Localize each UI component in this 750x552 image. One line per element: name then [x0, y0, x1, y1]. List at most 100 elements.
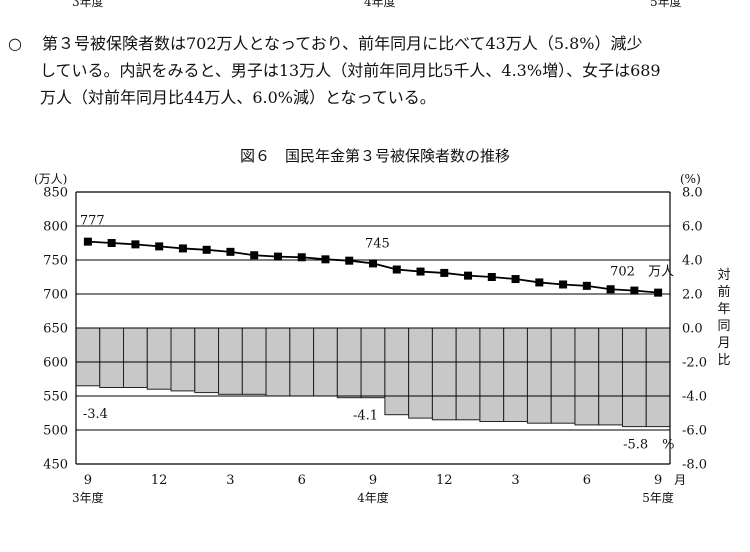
right-axis-label-char: 年: [717, 302, 730, 317]
x-tick-label: 6: [583, 473, 591, 488]
rate-bar: [218, 327, 243, 395]
rate-bar: [598, 327, 623, 426]
left-tick-label: 650: [43, 322, 68, 337]
rate-bar: [645, 327, 671, 428]
left-tick-label: 600: [43, 356, 68, 371]
x-year-label: 4年度: [357, 490, 389, 505]
population-marker: [297, 253, 306, 262]
annotation-mid-rate: -4.1: [353, 409, 378, 424]
rate-bar: [241, 327, 267, 395]
annotation-last-rate-unit: %: [662, 438, 674, 453]
population-marker: [226, 247, 235, 256]
rate-bar: [503, 327, 528, 422]
rate-bar: [526, 327, 552, 424]
bullet-circle-icon: ○: [8, 34, 22, 53]
population-marker: [559, 280, 568, 289]
x-tick-label: 12: [436, 473, 453, 488]
rate-bar: [408, 327, 433, 419]
rate-bar: [479, 327, 505, 422]
left-tick-label: 800: [43, 220, 68, 235]
population-marker: [369, 259, 377, 268]
annotation-mid-value: 745: [365, 236, 390, 251]
right-axis-label-char: 比: [717, 353, 730, 368]
x-tick-label: 9: [369, 473, 377, 488]
summary-paragraph: ○ 第３号被保険者数は702万人となっており、前年同月に比べて43万人（5.8%）…: [8, 30, 750, 111]
rate-bar: [431, 327, 457, 421]
rate-bar: [170, 327, 196, 392]
population-marker: [83, 237, 92, 246]
rate-bar: [146, 327, 172, 390]
population-marker: [464, 271, 473, 280]
paragraph-text-2: している。内訳をみると、男子は13万人（対前年同月比5千人、4.3%増）、女子は…: [40, 61, 661, 80]
rate-bar: [550, 327, 576, 424]
population-marker: [250, 251, 259, 260]
right-axis-unit: (%): [680, 172, 701, 186]
left-tick-label: 750: [43, 254, 68, 269]
cut-year-label-3: 5年度: [650, 0, 682, 9]
annotation-last-unit: 万人: [648, 265, 674, 280]
x-year-label: 5年度: [642, 490, 674, 505]
population-marker: [416, 267, 425, 276]
x-year-label: 3年度: [72, 490, 104, 505]
x-tick-label: 9: [84, 473, 92, 488]
right-tick-label: 4.0: [682, 254, 703, 269]
rate-bar: [455, 327, 481, 421]
right-axis-label-char: 対: [717, 268, 730, 283]
right-axis-label-char: 前: [717, 284, 730, 300]
right-tick-label: -6.0: [682, 424, 707, 439]
population-marker: [107, 239, 116, 247]
population-marker: [487, 273, 496, 281]
x-month-unit: 月: [674, 473, 686, 487]
left-tick-label: 500: [43, 424, 68, 439]
rate-bar: [194, 327, 220, 394]
population-marker: [273, 252, 282, 261]
rate-bar: [621, 327, 647, 428]
left-tick-label: 550: [43, 390, 68, 405]
x-tick-label: 9: [654, 473, 662, 488]
population-marker: [582, 281, 591, 290]
left-tick-label: 700: [43, 288, 68, 303]
rate-bar: [123, 327, 148, 388]
x-tick-label: 3: [511, 473, 519, 488]
rate-bar: [75, 327, 101, 387]
annotation-first-value: 777: [80, 214, 105, 229]
paragraph-text-3: 万人（対前年同月比44万人、6.0%減）となっている。: [40, 88, 436, 107]
rate-bar: [574, 327, 600, 426]
rate-bar: [360, 327, 386, 399]
population-marker: [131, 240, 140, 249]
right-tick-label: -4.0: [682, 390, 707, 405]
x-tick-label: 6: [298, 473, 306, 488]
population-marker: [535, 278, 544, 287]
population-marker: [511, 275, 520, 284]
annotation-first-rate: -3.4: [83, 407, 108, 422]
population-marker: [155, 242, 164, 251]
rate-bar: [99, 327, 125, 388]
x-tick-label: 3: [226, 473, 234, 488]
paragraph-line-3: 万人（対前年同月比44万人、6.0%減）となっている。: [8, 84, 750, 111]
paragraph-line-1: ○ 第３号被保険者数は702万人となっており、前年同月に比べて43万人（5.8%）…: [8, 30, 750, 57]
right-tick-label: 0.0: [682, 322, 703, 337]
left-tick-label: 850: [43, 186, 68, 201]
population-marker: [606, 285, 615, 294]
population-marker: [630, 286, 639, 295]
left-axis-unit: (万人): [34, 172, 67, 186]
population-marker: [654, 288, 663, 297]
paragraph-line-2: している。内訳をみると、男子は13万人（対前年同月比5千人、4.3%増）、女子は…: [8, 57, 750, 84]
right-axis-label-char: 月: [717, 336, 730, 351]
right-axis-label-char: 同: [717, 319, 730, 334]
annotation-last-value: 702: [610, 265, 635, 280]
population-marker: [178, 244, 187, 253]
annotation-last-rate: -5.8: [623, 438, 648, 453]
left-tick-label: 450: [43, 458, 68, 473]
population-marker: [440, 268, 449, 277]
figure-title: 図６ 国民年金第３号被保険者数の推移: [239, 147, 510, 165]
rate-bar: [336, 327, 362, 399]
cut-year-label-1: 3年度: [72, 0, 104, 9]
x-tick-label: 12: [151, 473, 168, 488]
population-marker: [321, 255, 330, 264]
right-tick-label: -8.0: [682, 458, 707, 473]
population-marker: [345, 256, 354, 265]
cut-year-label-2: 4年度: [364, 0, 396, 9]
right-tick-label: 2.0: [682, 288, 703, 303]
